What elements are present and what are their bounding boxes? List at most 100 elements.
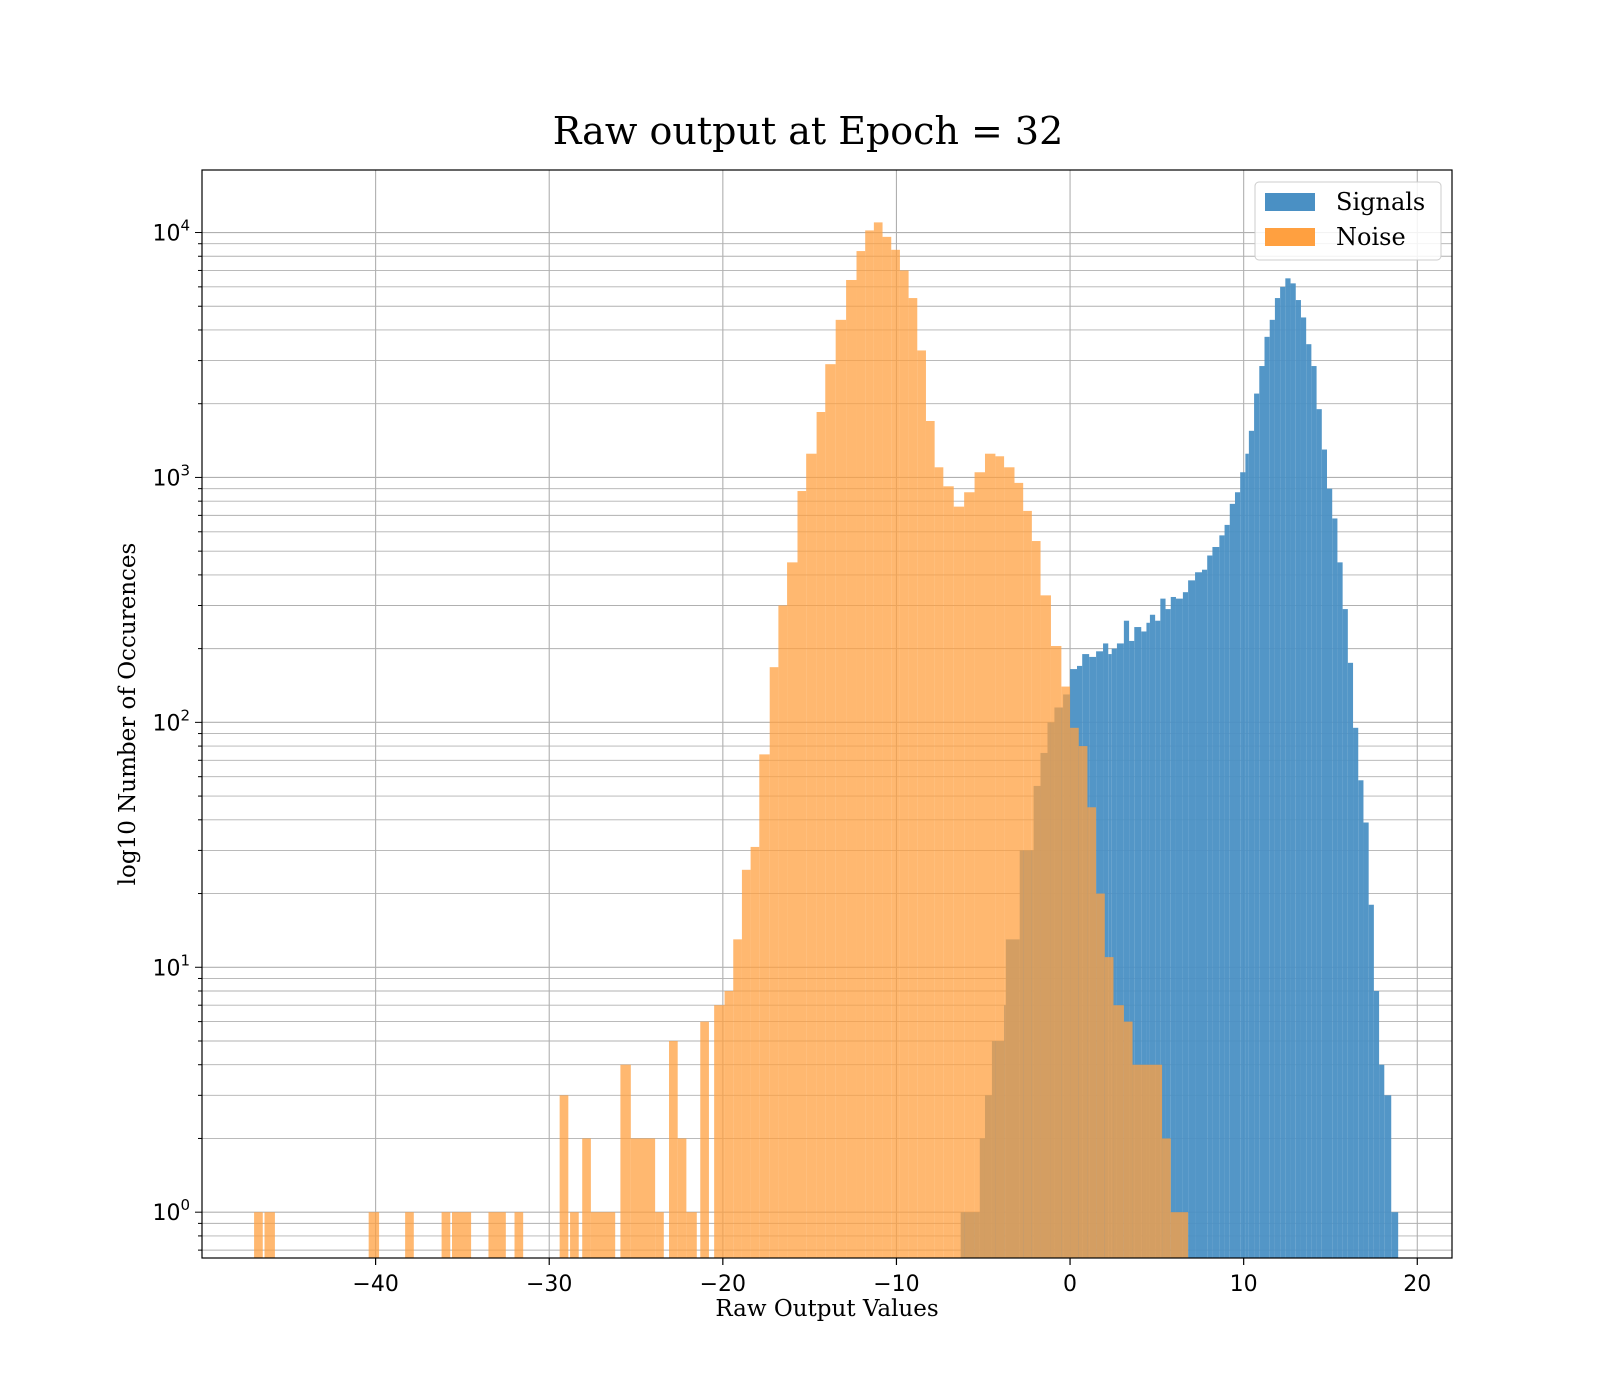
histogram-bar-signals — [1108, 654, 1112, 1258]
histogram-bar-noise — [1132, 1064, 1143, 1258]
histogram-bar-noise — [620, 1064, 631, 1258]
histogram-bar-signals — [1337, 562, 1343, 1258]
histogram-bar-noise — [655, 1212, 664, 1258]
histogram-bar-noise — [669, 1040, 678, 1258]
histogram-bar-noise — [741, 869, 751, 1258]
histogram-bar-signals — [1254, 393, 1260, 1258]
legend-swatch-signals — [1265, 193, 1315, 211]
histogram-bar-signals — [1224, 524, 1230, 1258]
histogram-bar-noise — [1014, 482, 1024, 1259]
histogram-bar-noise — [953, 506, 965, 1258]
y-tick-label: 102 — [152, 706, 190, 736]
histogram-bar-signals — [1111, 648, 1117, 1258]
histogram-bar-noise — [1031, 541, 1041, 1258]
histogram-bar-signals — [1165, 609, 1171, 1258]
y-tick-label: 101 — [152, 951, 190, 981]
histogram-bar-signals — [1306, 344, 1312, 1258]
histogram-bar-noise — [891, 249, 900, 1258]
histogram-bar-signals — [1259, 366, 1265, 1259]
y-axis-label: log10 Number of Occurences — [115, 543, 141, 886]
x-tick-label: −40 — [352, 1272, 398, 1297]
histogram-bar-signals — [1285, 278, 1291, 1259]
histogram-bar-noise — [1104, 957, 1114, 1258]
histogram-bar-noise — [1123, 1021, 1133, 1258]
histogram-bar-noise — [488, 1212, 506, 1258]
histogram-bar-noise — [873, 222, 883, 1259]
histogram-bar-noise — [750, 846, 760, 1258]
histogram-bar-noise — [630, 1138, 656, 1258]
histogram-bar-noise — [1087, 807, 1097, 1258]
chart-title: Raw output at Epoch = 32 — [553, 109, 1064, 153]
histogram-bar-noise — [1142, 1064, 1163, 1258]
histogram-bar-signals — [1229, 503, 1235, 1258]
histogram-bar-signals — [1269, 319, 1275, 1258]
histogram-bar-noise — [700, 1021, 709, 1258]
histogram-bar-noise — [677, 1138, 687, 1258]
histogram-bar-signals — [1384, 1095, 1392, 1258]
histogram-bar-signals — [1342, 609, 1348, 1258]
histogram-bar-signals — [1295, 300, 1301, 1259]
histogram-bar-signals — [1202, 569, 1208, 1258]
histogram-bar-signals — [1160, 598, 1166, 1258]
histogram-bar-signals — [1300, 317, 1307, 1258]
histogram-bar-noise — [908, 298, 918, 1258]
histogram-bars — [254, 222, 1399, 1259]
legend-swatch-noise — [1265, 228, 1315, 246]
histogram-bar-noise — [778, 605, 788, 1258]
histogram-bar-signals — [1141, 631, 1147, 1258]
y-tick-label: 100 — [152, 1196, 190, 1226]
histogram-bar-signals — [1195, 572, 1202, 1258]
histogram-bar-noise — [769, 667, 779, 1258]
histogram-bar-signals — [1391, 1212, 1399, 1258]
histogram-bar-signals — [1321, 449, 1327, 1258]
histogram-bar-noise — [856, 251, 866, 1258]
histogram-bar-signals — [1290, 283, 1296, 1258]
histogram-bar-noise — [974, 472, 985, 1259]
histogram-bar-signals — [1240, 472, 1246, 1259]
histogram-bar-signals — [1123, 620, 1130, 1258]
histogram-bar-noise — [1170, 1212, 1189, 1258]
histogram-bar-signals — [1116, 643, 1124, 1258]
histogram-bar-noise — [759, 754, 770, 1258]
histogram-bar-signals — [1274, 298, 1281, 1258]
histogram-bar-noise — [865, 230, 874, 1259]
histogram-bar-noise — [264, 1212, 275, 1258]
histogram-bar-noise — [1050, 645, 1062, 1258]
histogram-bar-noise — [1070, 727, 1079, 1258]
legend-label-noise: Noise — [1336, 223, 1406, 251]
histogram-bar-signals — [1248, 430, 1255, 1258]
x-axis-label: Raw Output Values — [715, 1296, 938, 1322]
histogram-bar-noise — [964, 492, 975, 1259]
histogram-bar-noise — [254, 1212, 263, 1258]
histogram-bar-signals — [1175, 598, 1183, 1258]
plot-frame — [201, 169, 1453, 1259]
histogram-bar-signals — [1332, 518, 1338, 1258]
histogram-bar-noise — [405, 1212, 414, 1258]
histogram-bar-signals — [1219, 535, 1225, 1258]
x-tick-label: 0 — [1063, 1272, 1077, 1297]
histogram-bar-noise — [835, 319, 847, 1258]
histogram-bar-noise — [984, 453, 996, 1258]
x-tick-label: −20 — [700, 1272, 746, 1297]
histogram-bar-noise — [825, 364, 836, 1259]
histogram-bar-signals — [1363, 822, 1369, 1258]
histogram-bar-signals — [1103, 643, 1109, 1258]
histogram-bar-signals — [1155, 620, 1161, 1258]
histogram-bar-noise — [934, 467, 944, 1259]
histogram-bar-signals — [1188, 580, 1196, 1258]
histogram-bar-noise — [733, 939, 742, 1258]
histogram-bar-signals — [1245, 453, 1249, 1258]
histogram-bar-noise — [441, 1212, 451, 1258]
histogram-bar-signals — [1170, 596, 1176, 1258]
histogram-bar-signals — [1373, 990, 1380, 1258]
histogram-bar-signals — [1280, 286, 1286, 1258]
histogram-bar-noise — [559, 1095, 569, 1258]
histogram-bar-noise — [1078, 746, 1088, 1258]
histogram-bar-noise — [452, 1212, 472, 1258]
histogram-bar-noise — [917, 350, 926, 1259]
histogram-bar-signals — [1129, 640, 1135, 1258]
y-tick-label: 104 — [152, 217, 190, 247]
histogram-bar-signals — [1149, 614, 1156, 1258]
histogram-bar-noise — [1113, 1005, 1124, 1258]
